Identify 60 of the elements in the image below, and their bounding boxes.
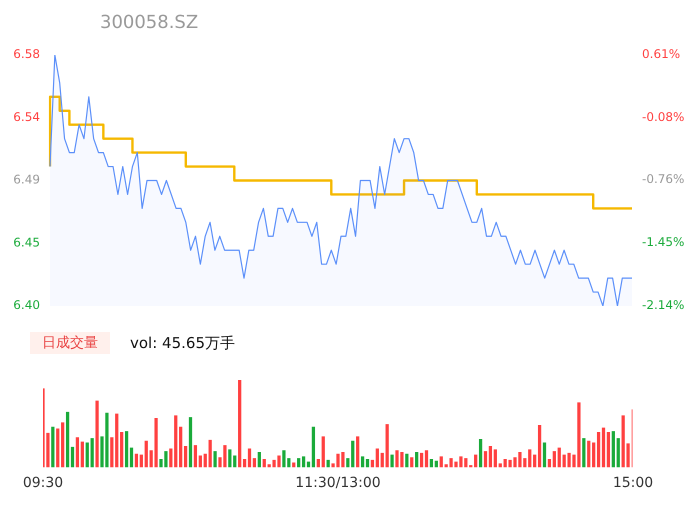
chart-title: 300058.SZ (100, 12, 198, 33)
bar (188, 417, 192, 468)
bar (248, 448, 252, 468)
bar (159, 459, 163, 468)
text: 日成交量 (30, 332, 110, 354)
bar (306, 462, 310, 468)
bar (258, 452, 261, 468)
bar (415, 452, 418, 468)
bar (252, 458, 256, 468)
bar (577, 402, 581, 468)
bar (277, 456, 281, 468)
bar (478, 438, 482, 468)
bar (366, 459, 370, 468)
bar (46, 432, 50, 468)
y2-tick-label: -2.14% (642, 298, 684, 312)
y-tick-label: 6.58 (13, 47, 40, 62)
bar (95, 400, 99, 468)
bar (130, 448, 134, 468)
bar (405, 454, 408, 468)
bar (341, 452, 345, 468)
bar (105, 412, 109, 468)
bar (213, 451, 217, 468)
bar (606, 432, 610, 468)
bar (572, 454, 576, 468)
y-tick-label: 6.49 (13, 172, 40, 187)
bar (51, 426, 54, 468)
bar (292, 462, 296, 468)
bar (484, 451, 488, 468)
bar (312, 426, 316, 468)
bar (100, 436, 104, 468)
bar (70, 446, 74, 468)
bar (43, 388, 45, 468)
x-tick-label: 09:30 (22, 475, 64, 492)
y2-tick-label: -0.76% (642, 172, 684, 186)
text: vol: 45.65万手 (130, 334, 235, 352)
bar (424, 450, 428, 468)
bar (454, 462, 458, 468)
bar (326, 460, 330, 468)
bar (582, 438, 586, 468)
bar (602, 428, 606, 468)
y-tick-label: 6.40 (13, 298, 40, 312)
y2-tick-label: -0.08% (642, 110, 684, 124)
bar (124, 431, 128, 468)
bar (420, 452, 424, 468)
y2-tick-label: -1.45% (642, 235, 684, 250)
bar (395, 450, 399, 468)
bar (223, 445, 227, 468)
bar (390, 454, 394, 468)
y2-tick-label: 0.61% (642, 47, 680, 62)
bar (542, 442, 546, 468)
y-tick-label: 6.54 (13, 110, 40, 124)
x-tick-label: 11:30/13:00 (295, 475, 381, 492)
bar (66, 412, 70, 468)
x-tick-label: 15:00 (612, 475, 654, 492)
bar (631, 409, 633, 468)
bar (164, 451, 168, 468)
bar (410, 457, 414, 468)
bar (400, 452, 404, 468)
bar (356, 436, 360, 468)
y-tick-label: 6.45 (13, 235, 40, 250)
